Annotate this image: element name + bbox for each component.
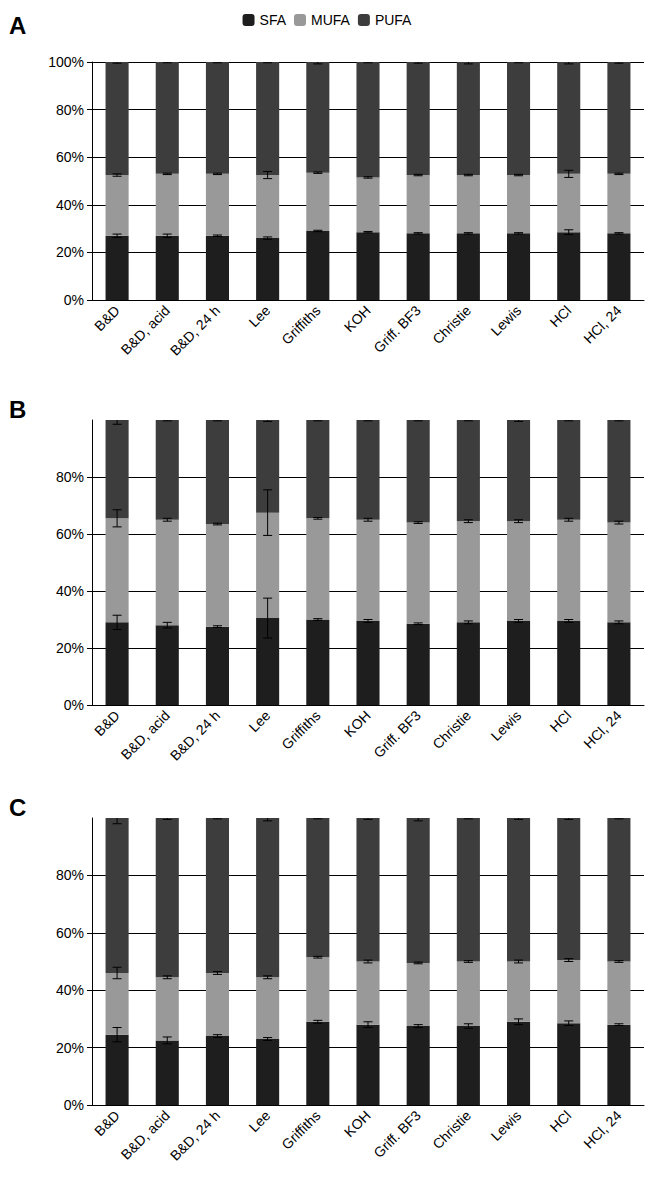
svg-text:Griff. BF3: Griff. BF3	[370, 1107, 424, 1161]
svg-text:Christie: Christie	[429, 302, 474, 347]
svg-text:Griffiths: Griffiths	[278, 1107, 323, 1152]
svg-text:Lewis: Lewis	[488, 302, 525, 339]
svg-text:B&D: B&D	[91, 707, 123, 739]
svg-text:0%: 0%	[64, 697, 84, 713]
svg-text:HCl, 24: HCl, 24	[580, 1107, 624, 1151]
svg-text:Griffiths: Griffiths	[278, 302, 323, 347]
svg-text:Griff. BF3: Griff. BF3	[370, 707, 424, 761]
svg-text:B&D, acid: B&D, acid	[118, 1107, 173, 1162]
svg-text:80%: 80%	[56, 867, 84, 883]
svg-text:0%: 0%	[64, 1097, 84, 1113]
svg-text:Lee: Lee	[245, 1107, 273, 1135]
svg-text:0%: 0%	[64, 292, 84, 308]
svg-text:40%: 40%	[56, 583, 84, 599]
svg-text:80%: 80%	[56, 469, 84, 485]
svg-text:20%: 20%	[56, 244, 84, 260]
svg-text:Lee: Lee	[245, 302, 273, 330]
svg-text:B&D, 24 h: B&D, 24 h	[167, 707, 223, 763]
svg-text:60%: 60%	[56, 925, 84, 941]
svg-text:Christie: Christie	[429, 1107, 474, 1152]
svg-text:100%: 100%	[48, 54, 84, 70]
svg-text:HCl: HCl	[547, 707, 575, 735]
svg-text:60%: 60%	[56, 149, 84, 165]
svg-text:Griffiths: Griffiths	[278, 707, 323, 752]
svg-text:B&D, 24 h: B&D, 24 h	[167, 302, 223, 358]
svg-text:40%: 40%	[56, 197, 84, 213]
svg-text:Christie: Christie	[429, 707, 474, 752]
svg-text:Lewis: Lewis	[488, 1107, 525, 1144]
svg-text:20%: 20%	[56, 1040, 84, 1056]
svg-text:80%: 80%	[56, 102, 84, 118]
svg-text:HCl: HCl	[547, 302, 575, 330]
svg-text:HCl, 24: HCl, 24	[580, 302, 624, 346]
svg-text:Griff. BF3: Griff. BF3	[370, 302, 424, 356]
svg-text:A: A	[9, 12, 26, 39]
svg-text:KOH: KOH	[341, 707, 374, 740]
svg-text:HCl: HCl	[547, 1107, 575, 1135]
svg-text:Lewis: Lewis	[488, 707, 525, 744]
svg-text:PUFA: PUFA	[375, 12, 412, 28]
svg-text:MUFA: MUFA	[311, 12, 351, 28]
svg-text:Lee: Lee	[245, 707, 273, 735]
svg-text:HCl, 24: HCl, 24	[580, 707, 624, 751]
svg-text:KOH: KOH	[341, 302, 374, 335]
svg-text:60%: 60%	[56, 526, 84, 542]
svg-text:C: C	[9, 794, 26, 821]
svg-text:B&D: B&D	[91, 1107, 123, 1139]
svg-text:B&D: B&D	[91, 302, 123, 334]
svg-text:B&D, 24 h: B&D, 24 h	[167, 1107, 223, 1163]
svg-text:20%: 20%	[56, 640, 84, 656]
svg-text:40%: 40%	[56, 982, 84, 998]
svg-text:KOH: KOH	[341, 1107, 374, 1140]
svg-text:B&D, acid: B&D, acid	[118, 707, 173, 762]
svg-text:B&D, acid: B&D, acid	[118, 302, 173, 357]
svg-text:SFA: SFA	[260, 12, 287, 28]
svg-text:B: B	[9, 396, 26, 423]
